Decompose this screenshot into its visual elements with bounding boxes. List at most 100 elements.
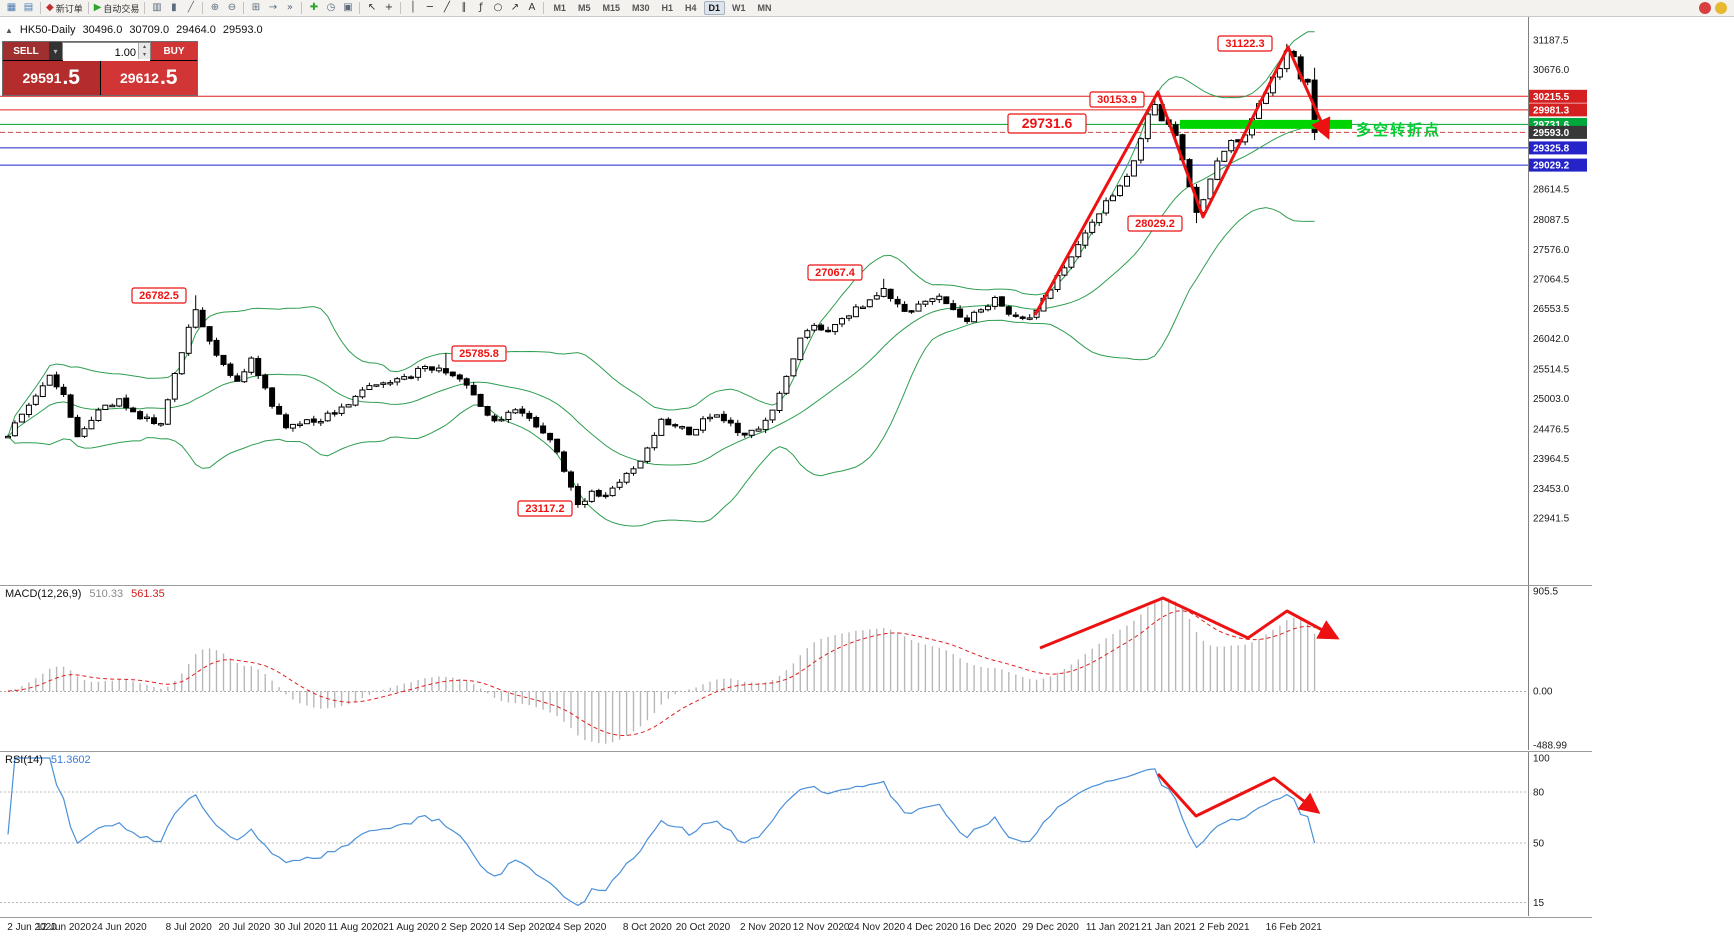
chart-bars-button[interactable]: ▥ bbox=[148, 1, 165, 16]
buy-button[interactable]: BUY bbox=[151, 42, 197, 60]
sell-button[interactable]: SELL bbox=[3, 42, 49, 60]
zoom-out-button[interactable]: ⊖ bbox=[223, 1, 240, 16]
periods-button[interactable]: ◷ bbox=[322, 1, 339, 16]
trend-arrow-macd[interactable] bbox=[1039, 596, 1340, 650]
collapse-icon[interactable]: ▲ bbox=[5, 25, 13, 35]
svg-text:27067.4: 27067.4 bbox=[815, 267, 856, 279]
timeframe-mn-button[interactable]: MN bbox=[757, 3, 772, 13]
volume-decrease-button[interactable]: ▾ bbox=[138, 51, 150, 59]
toolbar-separator bbox=[144, 2, 146, 14]
timeframe-m5-button[interactable]: M5 bbox=[577, 3, 591, 13]
horizontal-level-lines[interactable] bbox=[0, 95, 1528, 166]
time-axis-label: 14 Sep 2020 bbox=[493, 922, 551, 933]
time-axis-label: 8 Jul 2020 bbox=[165, 922, 212, 933]
timeframe-w1-button[interactable]: W1 bbox=[732, 3, 746, 13]
tile-windows-button[interactable]: ⊞ bbox=[247, 1, 264, 16]
rsi-value: 51.3602 bbox=[50, 754, 91, 766]
main-chart-panel[interactable]: 26782.5 25785.8 23117.2 27067.4 30153.9 28029… bbox=[0, 17, 1592, 585]
trade-options-dropdown[interactable]: ▾ bbox=[49, 42, 62, 60]
crosshair-button[interactable]: + bbox=[380, 1, 397, 16]
time-axis-label: 21 Jan 2021 bbox=[1141, 922, 1197, 933]
indicators-button[interactable]: ✚ bbox=[305, 1, 322, 16]
chart-candles-button[interactable]: ▮ bbox=[165, 1, 182, 16]
autotrading-label: 自动交易 bbox=[103, 3, 140, 14]
time-axis-label: 20 Oct 2020 bbox=[675, 922, 731, 933]
autotrading-button[interactable]: ▶ 自动交易 bbox=[92, 1, 142, 16]
trend-arrow-rsi[interactable] bbox=[1156, 772, 1321, 818]
timeframe-m1-button[interactable]: M1 bbox=[553, 3, 566, 13]
trend-arrow-main[interactable] bbox=[1033, 45, 1331, 316]
chart-shift-button[interactable]: » bbox=[281, 1, 298, 16]
timeframe-d1-button[interactable]: D1 bbox=[703, 1, 726, 15]
tile-windows-icon: ⊞ bbox=[251, 2, 261, 13]
volume-increase-button[interactable]: ▴ bbox=[138, 43, 150, 51]
channel-button[interactable]: ∥ bbox=[455, 1, 472, 16]
macd-axis-labels[interactable]: 905.5 0.00 -488.99 bbox=[1533, 587, 1567, 751]
text-label-button[interactable]: A bbox=[523, 1, 540, 16]
timeframe-h1-button[interactable]: H1 bbox=[661, 3, 674, 13]
templates-button[interactable]: ▣ bbox=[339, 1, 356, 16]
time-axis-label: 21 Aug 2020 bbox=[383, 922, 440, 933]
new-chart-button[interactable]: ▦ bbox=[3, 1, 20, 16]
time-axis-label: 2 Jun 2020 bbox=[7, 922, 57, 933]
svg-text:50: 50 bbox=[1533, 839, 1545, 850]
arrows-button[interactable]: ↗ bbox=[506, 1, 523, 16]
time-axis-label: 20 Jul 2020 bbox=[218, 922, 271, 933]
zoom-in-button[interactable]: ⊕ bbox=[206, 1, 223, 16]
svg-text:29325.8: 29325.8 bbox=[1533, 143, 1570, 154]
time-axis-label: 2 Nov 2020 bbox=[739, 922, 792, 933]
timeframe-h4-button[interactable]: H4 bbox=[685, 3, 697, 13]
toolbar-separator bbox=[243, 2, 245, 14]
time-axis-label: 4 Dec 2020 bbox=[906, 922, 958, 933]
rsi-panel[interactable]: 100 80 50 15 bbox=[0, 752, 1592, 916]
profiles-button[interactable]: ▤ bbox=[20, 1, 37, 16]
time-axis-label: 2 Feb 2021 bbox=[1198, 922, 1250, 933]
panel-separator[interactable] bbox=[0, 917, 1592, 918]
buy-price-button[interactable]: 29612 .5 bbox=[100, 61, 197, 95]
new-order-button[interactable]: ◆ 新订单 bbox=[44, 1, 85, 16]
connection-status-icon[interactable] bbox=[1715, 2, 1727, 14]
horizontal-line-button[interactable]: ─ bbox=[421, 1, 438, 16]
svg-text:23453.0: 23453.0 bbox=[1533, 484, 1570, 495]
panel-separator[interactable] bbox=[0, 751, 1592, 752]
candles bbox=[5, 43, 1318, 508]
chart-ohlc-header: ▲ HK50-Daily 30496.0 30709.0 29464.0 295… bbox=[5, 24, 263, 36]
fibonacci-button[interactable]: ƒ bbox=[472, 1, 489, 16]
shapes-button[interactable]: ○ bbox=[489, 1, 506, 16]
svg-text:28087.5: 28087.5 bbox=[1533, 215, 1570, 226]
price-callouts[interactable]: 26782.5 25785.8 23117.2 27067.4 30153.9 28029… bbox=[131, 35, 1273, 517]
vertical-line-button[interactable]: │ bbox=[404, 1, 421, 16]
svg-text:30153.9: 30153.9 bbox=[1097, 94, 1137, 106]
shapes-icon: ○ bbox=[493, 2, 503, 13]
crosshair-icon: + bbox=[384, 2, 394, 13]
timeframe-m15-button[interactable]: M15 bbox=[602, 3, 620, 13]
svg-text:0.00: 0.00 bbox=[1533, 687, 1553, 698]
svg-text:31122.3: 31122.3 bbox=[1225, 38, 1264, 50]
trend-line-button[interactable]: ╱ bbox=[438, 1, 455, 16]
chart-bars-icon: ▥ bbox=[152, 2, 162, 13]
time-axis-label: 2 Sep 2020 bbox=[441, 922, 493, 933]
chart-line-icon: ╱ bbox=[187, 2, 194, 13]
macd-panel[interactable]: 905.5 0.00 -488.99 bbox=[0, 586, 1592, 750]
panel-separator[interactable] bbox=[0, 585, 1592, 586]
macd-histogram bbox=[14, 598, 1316, 744]
notification-icon[interactable] bbox=[1699, 2, 1711, 14]
svg-text:30676.0: 30676.0 bbox=[1533, 65, 1570, 76]
arrows-icon: ↗ bbox=[510, 2, 520, 13]
chart-line-button[interactable]: ╱ bbox=[182, 1, 199, 16]
channel-icon: ∥ bbox=[461, 2, 467, 13]
auto-scroll-button[interactable]: → bbox=[264, 1, 281, 16]
sell-price-button[interactable]: 29591 .5 bbox=[3, 61, 100, 95]
volume-input[interactable] bbox=[63, 45, 150, 61]
turning-point-annotation[interactable]: 多空转折点 bbox=[1356, 122, 1442, 139]
rsi-axis-labels[interactable]: 100 80 50 15 bbox=[1533, 754, 1550, 910]
svg-text:24476.5: 24476.5 bbox=[1533, 425, 1570, 436]
svg-text:26042.0: 26042.0 bbox=[1533, 334, 1570, 345]
svg-text:22941.5: 22941.5 bbox=[1533, 514, 1570, 525]
timeframe-m30-button[interactable]: M30 bbox=[631, 3, 650, 13]
price-axis-labels[interactable]: 31187.5 30676.0 28614.5 28087.5 27576.0 27064… bbox=[1529, 35, 1587, 525]
cursor-button[interactable]: ↖ bbox=[363, 1, 380, 16]
svg-text:25785.8: 25785.8 bbox=[459, 348, 499, 360]
time-axis[interactable]: 2 Jun 2020 12 Jun 2020 24 Jun 2020 8 Jul 20… bbox=[0, 918, 1592, 945]
